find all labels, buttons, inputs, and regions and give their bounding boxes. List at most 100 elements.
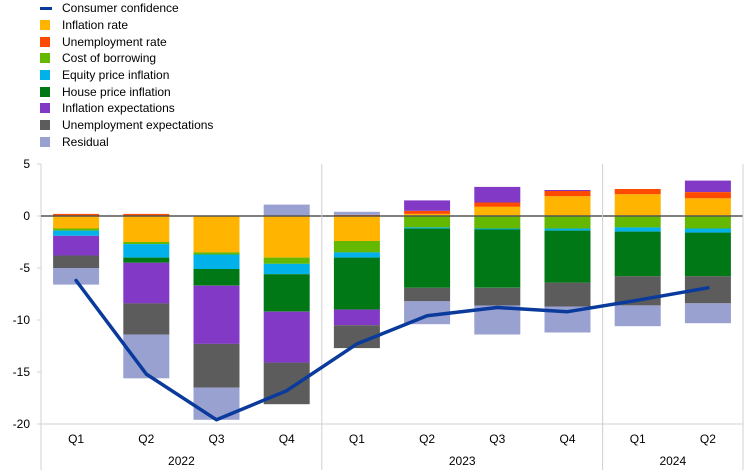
bar-segment-unemployment-rate	[123, 213, 170, 216]
x-tick-label: Q2	[419, 432, 435, 446]
bar-segment-cost-of-borrowing	[684, 216, 731, 229]
bar-segment-equity-price-inflation	[404, 227, 451, 229]
bar-segment-cost-of-borrowing	[53, 228, 100, 231]
bar-segment-cost-of-borrowing	[544, 216, 591, 229]
bar-segment-inflation-rate	[684, 198, 731, 216]
bar-segment-unemployment-expectations	[193, 343, 240, 388]
bar-segment-inflation-expectations	[53, 235, 100, 256]
x-group-label: 2022	[168, 454, 195, 468]
x-tick-label: Q2	[700, 432, 716, 446]
x-group-label: 2024	[659, 454, 686, 468]
bar-segment-residual	[614, 305, 661, 327]
bar-segment-inflation-rate	[474, 206, 521, 216]
bar-segment-equity-price-inflation	[544, 228, 591, 231]
bar-segment-house-price-inflation	[263, 274, 310, 312]
legend-item: Consumer confidence	[40, 0, 213, 17]
bar-segment-house-price-inflation	[123, 257, 170, 263]
x-tick-label: Q1	[630, 432, 646, 446]
line-layer	[74, 278, 710, 422]
bar-segment-cost-of-borrowing	[193, 252, 240, 255]
bar-segment-unemployment-rate	[544, 191, 591, 197]
bar-segment-equity-price-inflation	[53, 230, 100, 236]
bar-segment-residual	[404, 301, 451, 325]
bar-segment-unemployment-expectations	[404, 287, 451, 302]
legend-item: Residual	[40, 134, 213, 151]
bar-segment-unemployment-expectations	[474, 287, 521, 306]
bar-segment-unemployment-expectations	[123, 303, 170, 335]
legend-label: House price inflation	[62, 84, 171, 99]
x-tick-label: Q4	[559, 432, 575, 446]
bar-segment-house-price-inflation	[333, 257, 380, 310]
y-tick-label: -15	[13, 365, 31, 379]
bar-segment-house-price-inflation	[684, 232, 731, 277]
bar-segment-inflation-expectations	[544, 190, 591, 191]
bar-segment-unemployment-rate	[53, 213, 100, 216]
chart-legend: Consumer confidence Inflation rate Unemplo…	[40, 0, 213, 150]
legend-swatch	[40, 36, 50, 47]
y-tick-label: 0	[23, 209, 30, 223]
x-tick-label: Q1	[68, 432, 84, 446]
legend-swatch	[40, 136, 50, 147]
bar-segment-house-price-inflation	[193, 269, 240, 286]
legend-swatch	[40, 20, 50, 31]
bar-segment-equity-price-inflation	[193, 254, 240, 270]
legend-item: Equity price inflation	[40, 67, 213, 84]
bar-segment-inflation-rate	[333, 216, 380, 241]
legend-label: Inflation rate	[62, 18, 129, 33]
legend-label: Inflation expectations	[62, 101, 175, 116]
legend-swatch	[40, 70, 50, 81]
x-tick-label: Q4	[279, 432, 295, 446]
legend-item: House price inflation	[40, 83, 213, 100]
legend-item: Inflation expectations	[40, 100, 213, 117]
bar-segment-equity-price-inflation	[614, 227, 661, 232]
legend-swatch	[40, 103, 50, 114]
bar-segment-equity-price-inflation	[263, 263, 310, 275]
bar-segment-cost-of-borrowing	[333, 241, 380, 253]
bar-segment-residual	[333, 211, 380, 215]
legend-item: Unemployment expectations	[40, 117, 213, 134]
bar-segment-unemployment-rate	[404, 210, 451, 214]
y-tick-label: -5	[19, 261, 30, 275]
legend-swatch	[40, 86, 50, 97]
bar-segment-equity-price-inflation	[333, 252, 380, 258]
bar-segment-unemployment-rate	[474, 202, 521, 207]
bar-segment-inflation-rate	[53, 216, 100, 229]
legend-item: Cost of borrowing	[40, 50, 213, 67]
bar-segment-equity-price-inflation	[474, 228, 521, 230]
x-tick-label: Q3	[489, 432, 505, 446]
bar-segment-cost-of-borrowing	[404, 216, 451, 228]
y-tick-label: -20	[13, 417, 31, 431]
bar-segment-cost-of-borrowing	[614, 216, 661, 228]
legend-swatch	[40, 120, 50, 131]
bar-segment-unemployment-rate	[614, 189, 661, 195]
bar-segment-inflation-expectations	[193, 285, 240, 344]
bar-segment-inflation-expectations	[404, 200, 451, 211]
legend-label: Cost of borrowing	[62, 51, 157, 66]
bar-segment-house-price-inflation	[404, 228, 451, 288]
bar-segment-inflation-rate	[123, 216, 170, 242]
x-tick-label: Q1	[349, 432, 365, 446]
bar-segment-inflation-rate	[614, 194, 661, 216]
bar-segment-equity-price-inflation	[684, 228, 731, 233]
bar-segment-residual	[684, 303, 731, 324]
bar-segment-inflation-expectations	[263, 311, 310, 363]
bar-segment-equity-price-inflation	[123, 244, 170, 258]
legend-label: Residual	[62, 134, 109, 149]
legend-item: Unemployment rate	[40, 33, 213, 50]
legend-label: Equity price inflation	[62, 68, 170, 83]
consumer-confidence-line	[74, 278, 710, 422]
bar-segment-house-price-inflation	[544, 230, 591, 283]
legend-label: Unemployment expectations	[62, 118, 214, 133]
axis-layer: 5 0 -5 -10 -15 -20 Q1 Q2 Q3 Q4 Q1 Q2 Q3 Q4 Q1 Q2 2022 202…	[13, 157, 744, 470]
bar-segment-inflation-rate	[193, 216, 240, 253]
legend-label: Consumer confidence	[62, 1, 179, 16]
legend-swatch	[40, 53, 50, 64]
x-tick-label: Q3	[208, 432, 224, 446]
bar-segment-cost-of-borrowing	[123, 242, 170, 245]
y-tick-label: -10	[13, 313, 31, 327]
bar-segment-cost-of-borrowing	[474, 216, 521, 229]
bar-segment-house-price-inflation	[474, 229, 521, 288]
bar-segment-inflation-rate	[544, 196, 591, 216]
bar-segment-unemployment-expectations	[53, 255, 100, 268]
